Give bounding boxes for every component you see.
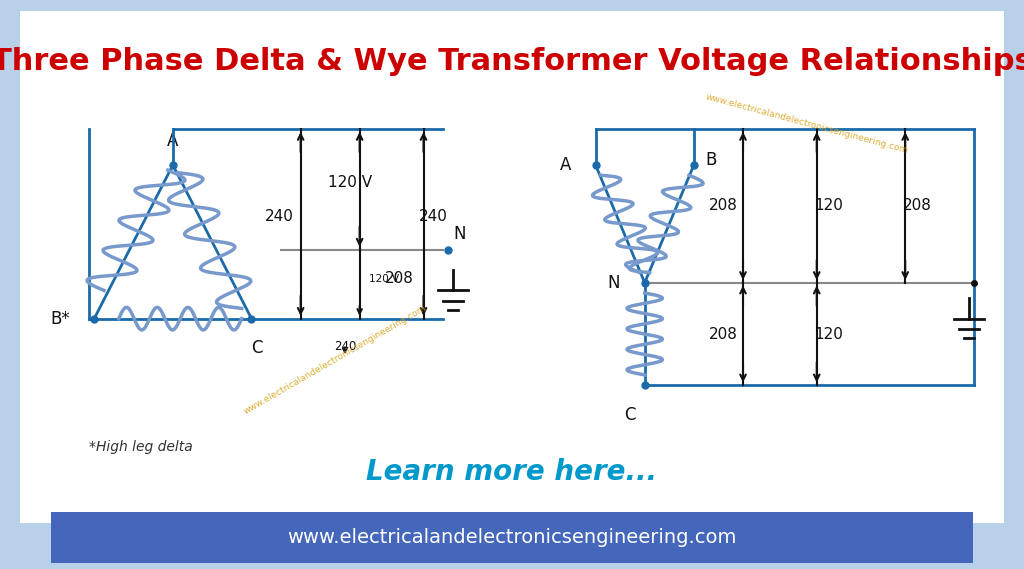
Text: N: N [453,225,466,243]
Text: 208: 208 [709,199,737,213]
Text: B*: B* [50,310,70,328]
Text: B: B [706,151,717,169]
FancyBboxPatch shape [5,510,1019,566]
Text: A: A [559,156,571,174]
Text: 120: 120 [814,199,843,213]
Text: 120 V: 120 V [328,175,372,191]
Text: C: C [251,339,262,357]
Text: Learn more here...: Learn more here... [367,458,657,486]
Text: www.electricalandelectronicsengineering.com: www.electricalandelectronicsengineering.… [288,528,736,547]
Text: Three Phase Delta & Wye Transformer Voltage Relationships: Three Phase Delta & Wye Transformer Volt… [0,47,1024,76]
Text: 120: 120 [814,327,843,341]
Text: 240: 240 [419,209,447,224]
Text: 240: 240 [334,340,356,353]
Text: N: N [607,274,621,292]
Text: www.electricalandelectronicsengineering.com: www.electricalandelectronicsengineering.… [242,303,428,416]
Text: www.electricalandelectronicsengineering.com: www.electricalandelectronicsengineering.… [705,93,909,155]
Text: 240: 240 [264,209,294,224]
Text: 208: 208 [385,271,414,286]
Text: A: A [167,131,178,150]
Text: 208: 208 [902,199,932,213]
Text: C: C [625,406,636,424]
Text: 208: 208 [709,327,737,341]
Text: *High leg delta: *High leg delta [89,440,194,453]
Text: 120 V: 120 V [370,274,399,284]
FancyBboxPatch shape [1,1,1023,534]
